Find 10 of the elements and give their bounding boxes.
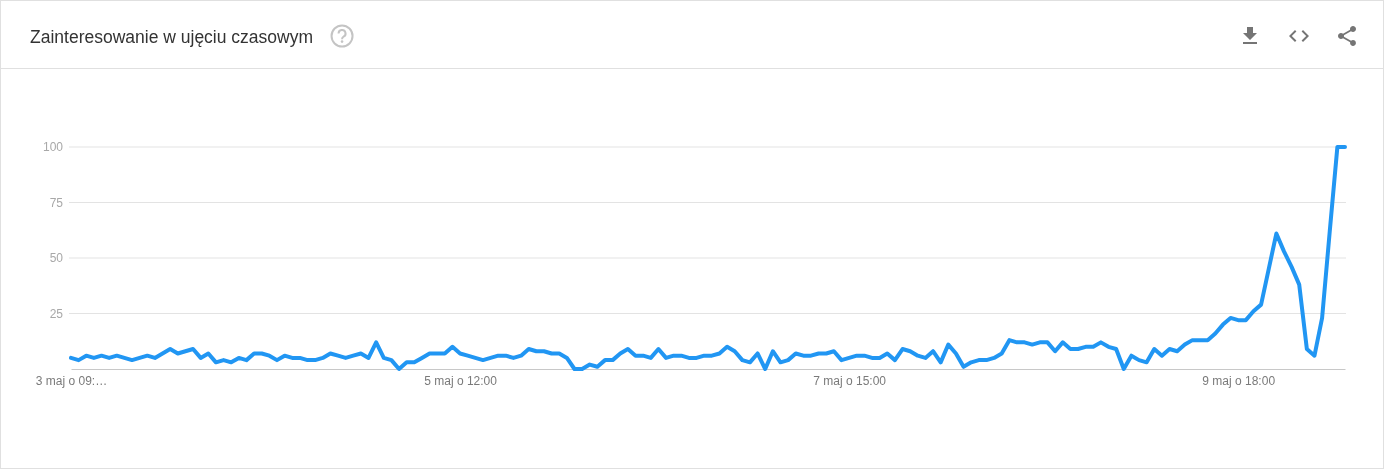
line-series bbox=[69, 145, 1347, 371]
x-tick-label: 7 maj o 15:00 bbox=[813, 373, 887, 388]
y-tick-label: 100 bbox=[42, 140, 64, 155]
x-tick-label: 3 maj o 09:… bbox=[35, 373, 108, 388]
x-tick-label: 9 maj o 18:00 bbox=[1202, 373, 1276, 388]
y-tick-label: 50 bbox=[49, 251, 64, 266]
x-tick-label: 5 maj o 12:00 bbox=[424, 373, 498, 388]
y-tick-label: 75 bbox=[49, 195, 64, 210]
y-tick-label: 25 bbox=[49, 306, 64, 321]
chart-title: Zainteresowanie w ujęciu czasowym bbox=[30, 27, 314, 47]
